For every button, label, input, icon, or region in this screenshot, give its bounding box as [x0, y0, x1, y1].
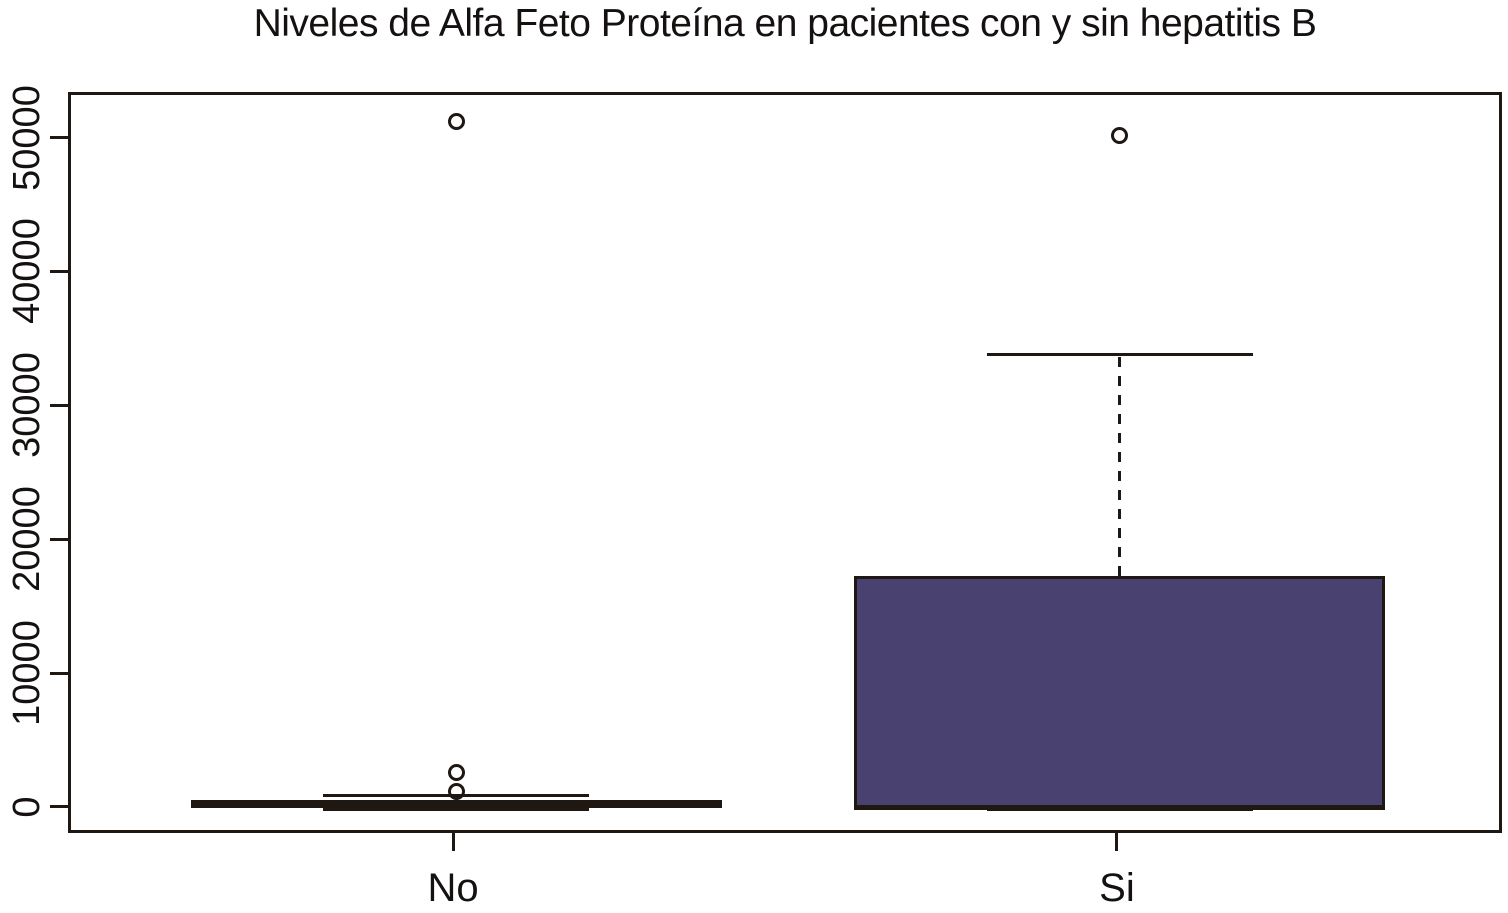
y-axis-tick-label: 40000: [6, 218, 48, 325]
x-axis-tick-label-si: Si: [1099, 866, 1135, 910]
staple-upper-si: [987, 353, 1253, 357]
y-axis-tick: [50, 805, 68, 809]
y-axis-tick: [50, 537, 68, 541]
outlier-point-si: [1111, 126, 1129, 144]
y-axis-tick-label: 0: [6, 796, 48, 818]
y-axis-tick: [50, 671, 68, 675]
x-axis-tick-label-no: No: [427, 866, 479, 910]
y-axis-tick-label: 30000: [6, 352, 48, 459]
median-no: [190, 802, 722, 808]
whisker-upper-si: [1118, 356, 1122, 576]
outlier-point-no: [447, 763, 465, 781]
y-axis-tick-label: 10000: [6, 620, 48, 726]
plot-area: [68, 92, 1502, 833]
x-axis-tick: [451, 833, 455, 851]
median-si: [854, 805, 1386, 811]
y-axis-tick-label: 50000: [6, 84, 48, 191]
staple-lower-no: [323, 808, 589, 812]
outlier-point-no: [447, 782, 465, 800]
outlier-point-no: [447, 113, 465, 131]
chart-title: Niveles de Alfa Feto Proteína en pacient…: [253, 2, 1317, 45]
y-axis-tick: [50, 403, 68, 407]
y-axis-tick: [50, 269, 68, 273]
y-axis-tick: [50, 136, 68, 140]
y-axis-tick-label: 20000: [6, 486, 48, 592]
box-si: [854, 575, 1386, 810]
x-axis-tick: [1115, 833, 1119, 851]
